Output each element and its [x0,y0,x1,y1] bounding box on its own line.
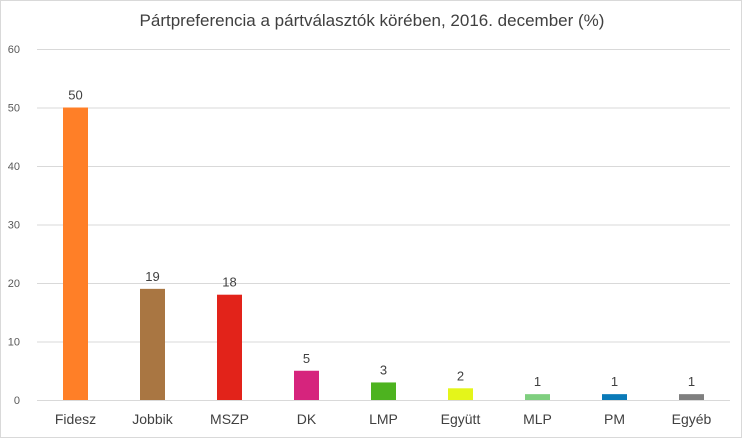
bar-lmp [371,382,396,400]
data-label: 2 [457,368,464,383]
x-category-label: LMP [369,411,398,427]
chart-title: Pártpreferencia a pártválasztók körében,… [139,11,605,30]
data-label: 19 [145,269,159,284]
x-category-label: Egyéb [672,411,712,427]
x-axis-labels: Fidesz Jobbik MSZP DK LMP Együtt MLP PM Egyéb [55,411,712,427]
y-tick-label: 60 [8,44,20,56]
y-tick-label: 20 [8,278,20,290]
data-label: 3 [380,362,387,377]
y-axis-ticks: 0 10 20 30 40 50 60 [8,44,20,407]
bar-pm [602,394,627,400]
data-label: 1 [534,374,541,389]
y-tick-label: 10 [8,337,20,349]
bar-fidesz [63,107,88,400]
gridlines [37,49,730,401]
data-label: 18 [222,275,236,290]
bar-együtt [448,388,473,400]
data-label: 1 [611,374,618,389]
y-tick-label: 30 [8,220,20,232]
y-tick-label: 50 [8,103,20,115]
x-category-label: MSZP [210,411,249,427]
x-category-label: Jobbik [132,411,173,427]
x-category-label: MLP [523,411,552,427]
x-category-label: DK [297,411,317,427]
data-label: 50 [68,88,82,103]
bar-dk [294,370,319,400]
data-label: 5 [303,351,310,366]
bars [63,107,704,400]
bar-jobbik [140,288,165,400]
x-category-label: PM [604,411,625,427]
y-tick-label: 40 [8,161,20,173]
bar-mszp [217,294,242,400]
x-category-label: Fidesz [55,411,96,427]
data-label: 1 [688,374,695,389]
x-category-label: Együtt [441,411,481,427]
y-tick-label: 0 [14,395,20,407]
bar-egyéb [679,394,704,400]
bar-mlp [525,394,550,400]
data-labels: 50 19 18 5 3 2 1 1 1 [68,88,695,390]
